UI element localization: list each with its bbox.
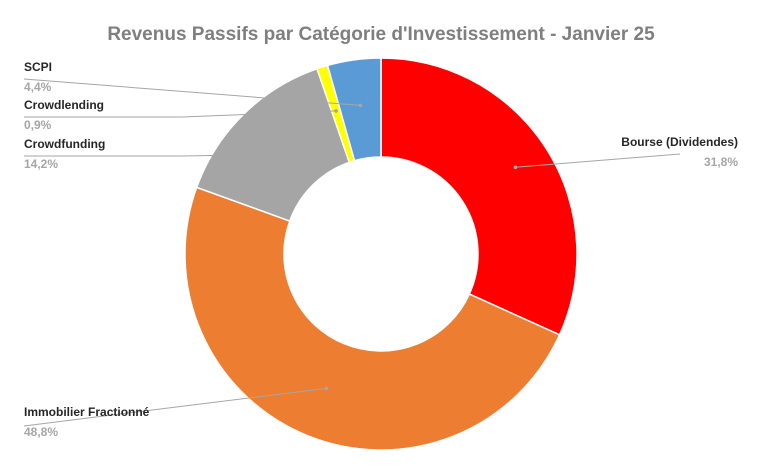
slice-value-scpi: 4,4% [24, 80, 52, 94]
slice-value-immobilier: 48,8% [24, 425, 58, 439]
slice-value-crowdfunding: 14,2% [24, 157, 58, 171]
slice-scpi [326, 57, 382, 162]
slice-label-scpi: SCPI [24, 60, 52, 74]
slice-value-bourse: 31,8% [704, 155, 738, 169]
chart-title: Revenus Passifs par Catégorie d'Investis… [107, 24, 655, 45]
slice-label-bourse: Bourse (Dividendes) [621, 135, 738, 149]
slice-bourse-dividendes [380, 57, 578, 336]
leader-dot-bourse-dividendes [513, 165, 518, 170]
leader-line-bourse-dividendes [515, 153, 681, 168]
slice-label-immobilier: Immobilier Fractionné [24, 405, 150, 419]
leader-dot-scpi [358, 103, 363, 108]
leader-line-scpi [23, 78, 361, 106]
leader-line-crowdfunding [24, 153, 283, 157]
slice-label-crowdfunding: Crowdfunding [24, 137, 105, 151]
leader-line-crowdlending [24, 110, 337, 118]
slice-immobilier-fractionne [184, 186, 561, 451]
leader-dot-immobilier-fractionne [324, 386, 329, 391]
leader-line-immobilier-fractionne [23, 387, 327, 427]
slice-value-crowdlending: 0,9% [24, 118, 52, 132]
leader-dot-crowdlending [334, 109, 338, 113]
slice-label-crowdlending: Crowdlending [24, 98, 104, 112]
slices-group [184, 57, 578, 451]
leader-lines-group [23, 78, 681, 427]
leader-dot-crowdfunding [280, 152, 285, 157]
